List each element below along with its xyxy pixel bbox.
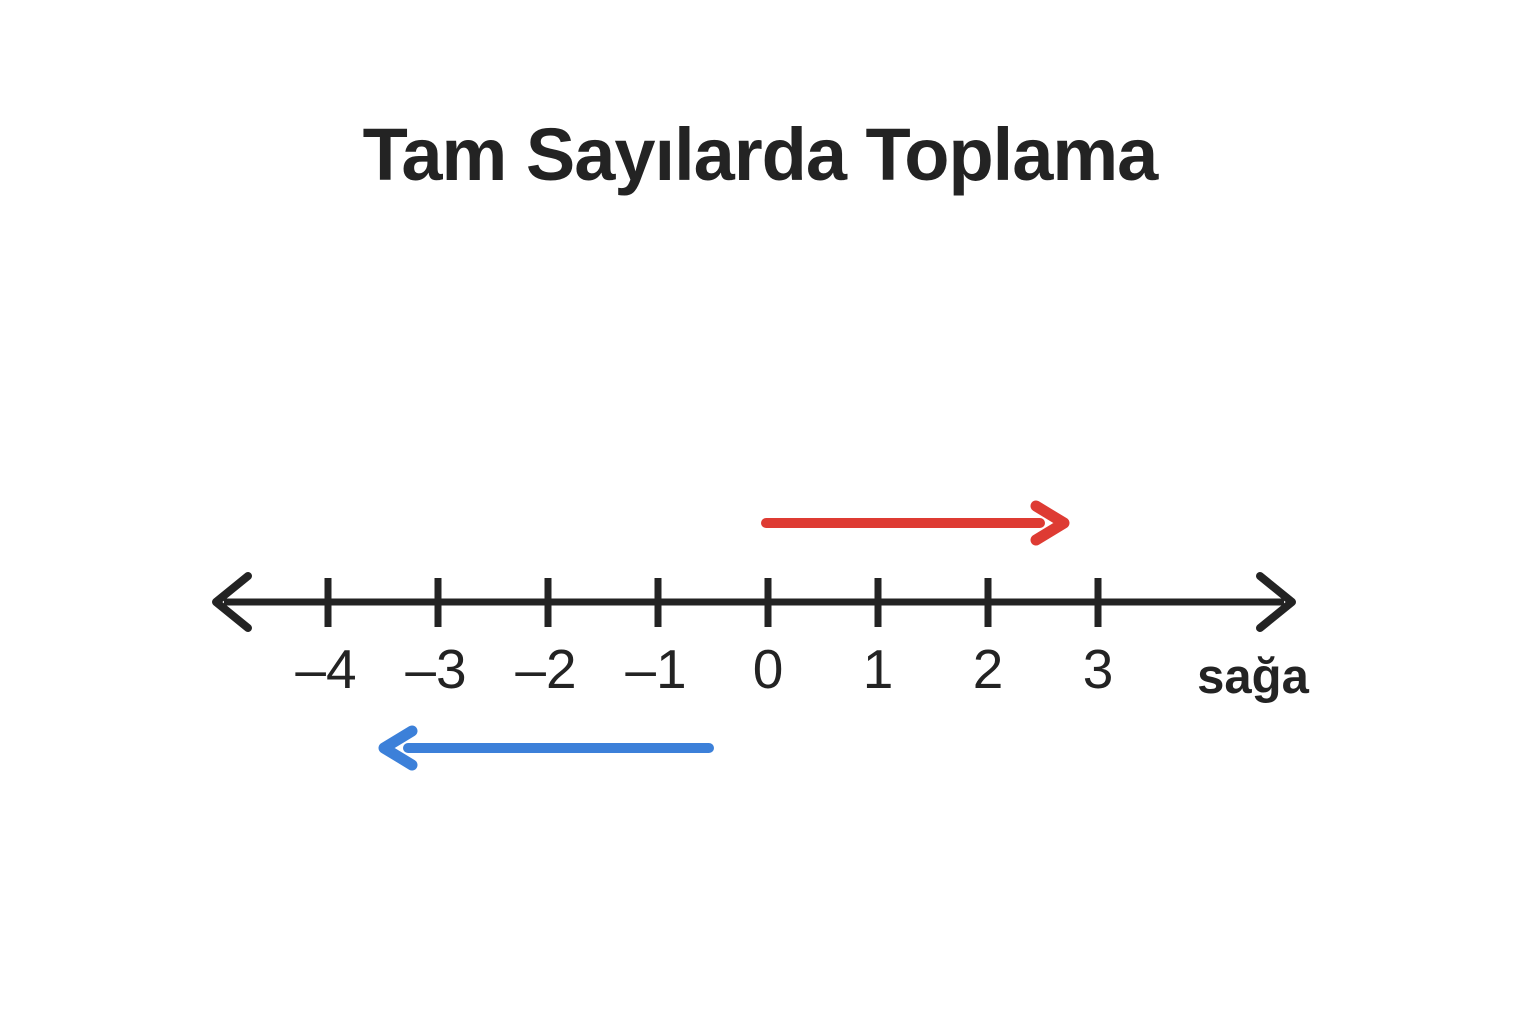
- axis-arrowhead-right-icon: [1256, 572, 1296, 632]
- direction-label: sağa: [1197, 650, 1309, 704]
- blue-arrowhead-left-icon: [378, 725, 418, 771]
- tick-label: 0: [753, 638, 784, 700]
- red-arrowhead-right-icon: [1030, 500, 1070, 546]
- tick-label: 2: [973, 638, 1004, 700]
- red-right-arrow: [761, 500, 1070, 546]
- tick-marks: [324, 578, 1102, 627]
- axis-arrowhead-left-icon: [212, 572, 252, 632]
- tick-label: 3: [1083, 638, 1114, 700]
- tick-label: –1: [625, 638, 686, 700]
- number-line-axis: –4 –3 –2 –1 0 1 2 3 sağa: [212, 572, 1310, 704]
- tick-label: –2: [515, 638, 576, 700]
- diagram-title: Tam Sayılarda Toplama: [362, 113, 1159, 196]
- tick-label: 1: [863, 638, 894, 700]
- blue-left-arrow: [378, 725, 714, 771]
- tick-labels: –4 –3 –2 –1 0 1 2 3: [295, 638, 1113, 700]
- tick-label: –3: [405, 638, 466, 700]
- tick-label: –4: [295, 638, 356, 700]
